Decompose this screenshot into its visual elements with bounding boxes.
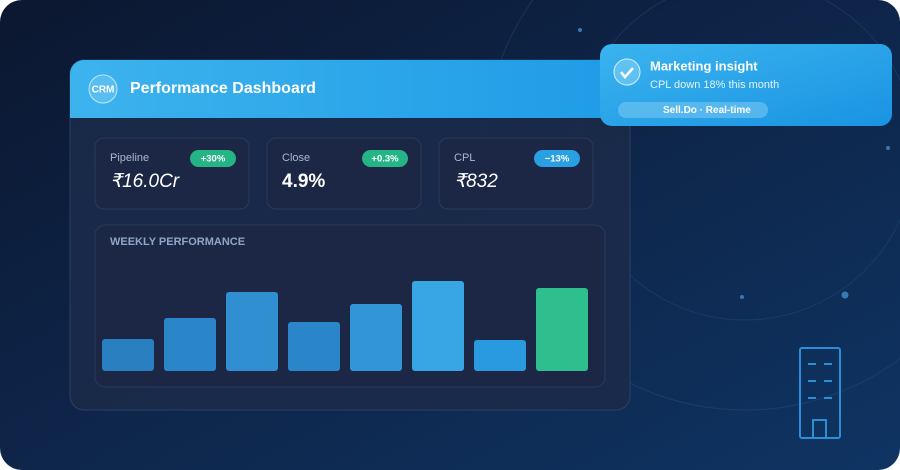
bar [474,340,526,371]
dashboard-header [70,60,630,118]
decor-dots [578,28,890,299]
stat-label: CPL [454,152,475,164]
bar [288,322,340,371]
stat-change: +0.3% [371,154,399,165]
notification-tag-text: Sell.Do · Real-time [663,105,751,116]
chart-title: WEEKLY PERFORMANCE [110,236,245,248]
notification-title: Marketing insight [650,58,758,73]
stat-badge [534,150,580,167]
stat-value: ₹832 [454,171,498,192]
stat-badge [362,150,408,167]
stat-change: −13% [545,154,570,165]
building-icon [799,347,841,439]
crm-badge [88,74,118,104]
bar [226,292,278,371]
notification-message: CPL down 18% this month [650,79,779,91]
bar [102,339,154,371]
stat-value: ₹16.0Cr [110,171,180,192]
stat-badge [190,150,236,167]
stat-label: Pipeline [110,152,149,164]
stat-change: +30% [201,154,226,165]
dashboard-title: Performance Dashboard [130,80,316,97]
crm-badge-text: CRM [92,85,115,96]
stat-value: 4.9% [282,171,325,192]
bar [536,288,588,371]
bar [350,304,402,371]
check-mark [620,67,634,79]
check-icon [613,58,641,86]
bar [164,318,216,371]
bar [412,281,464,371]
notification-tag [618,102,768,118]
stat-label: Close [282,152,310,164]
